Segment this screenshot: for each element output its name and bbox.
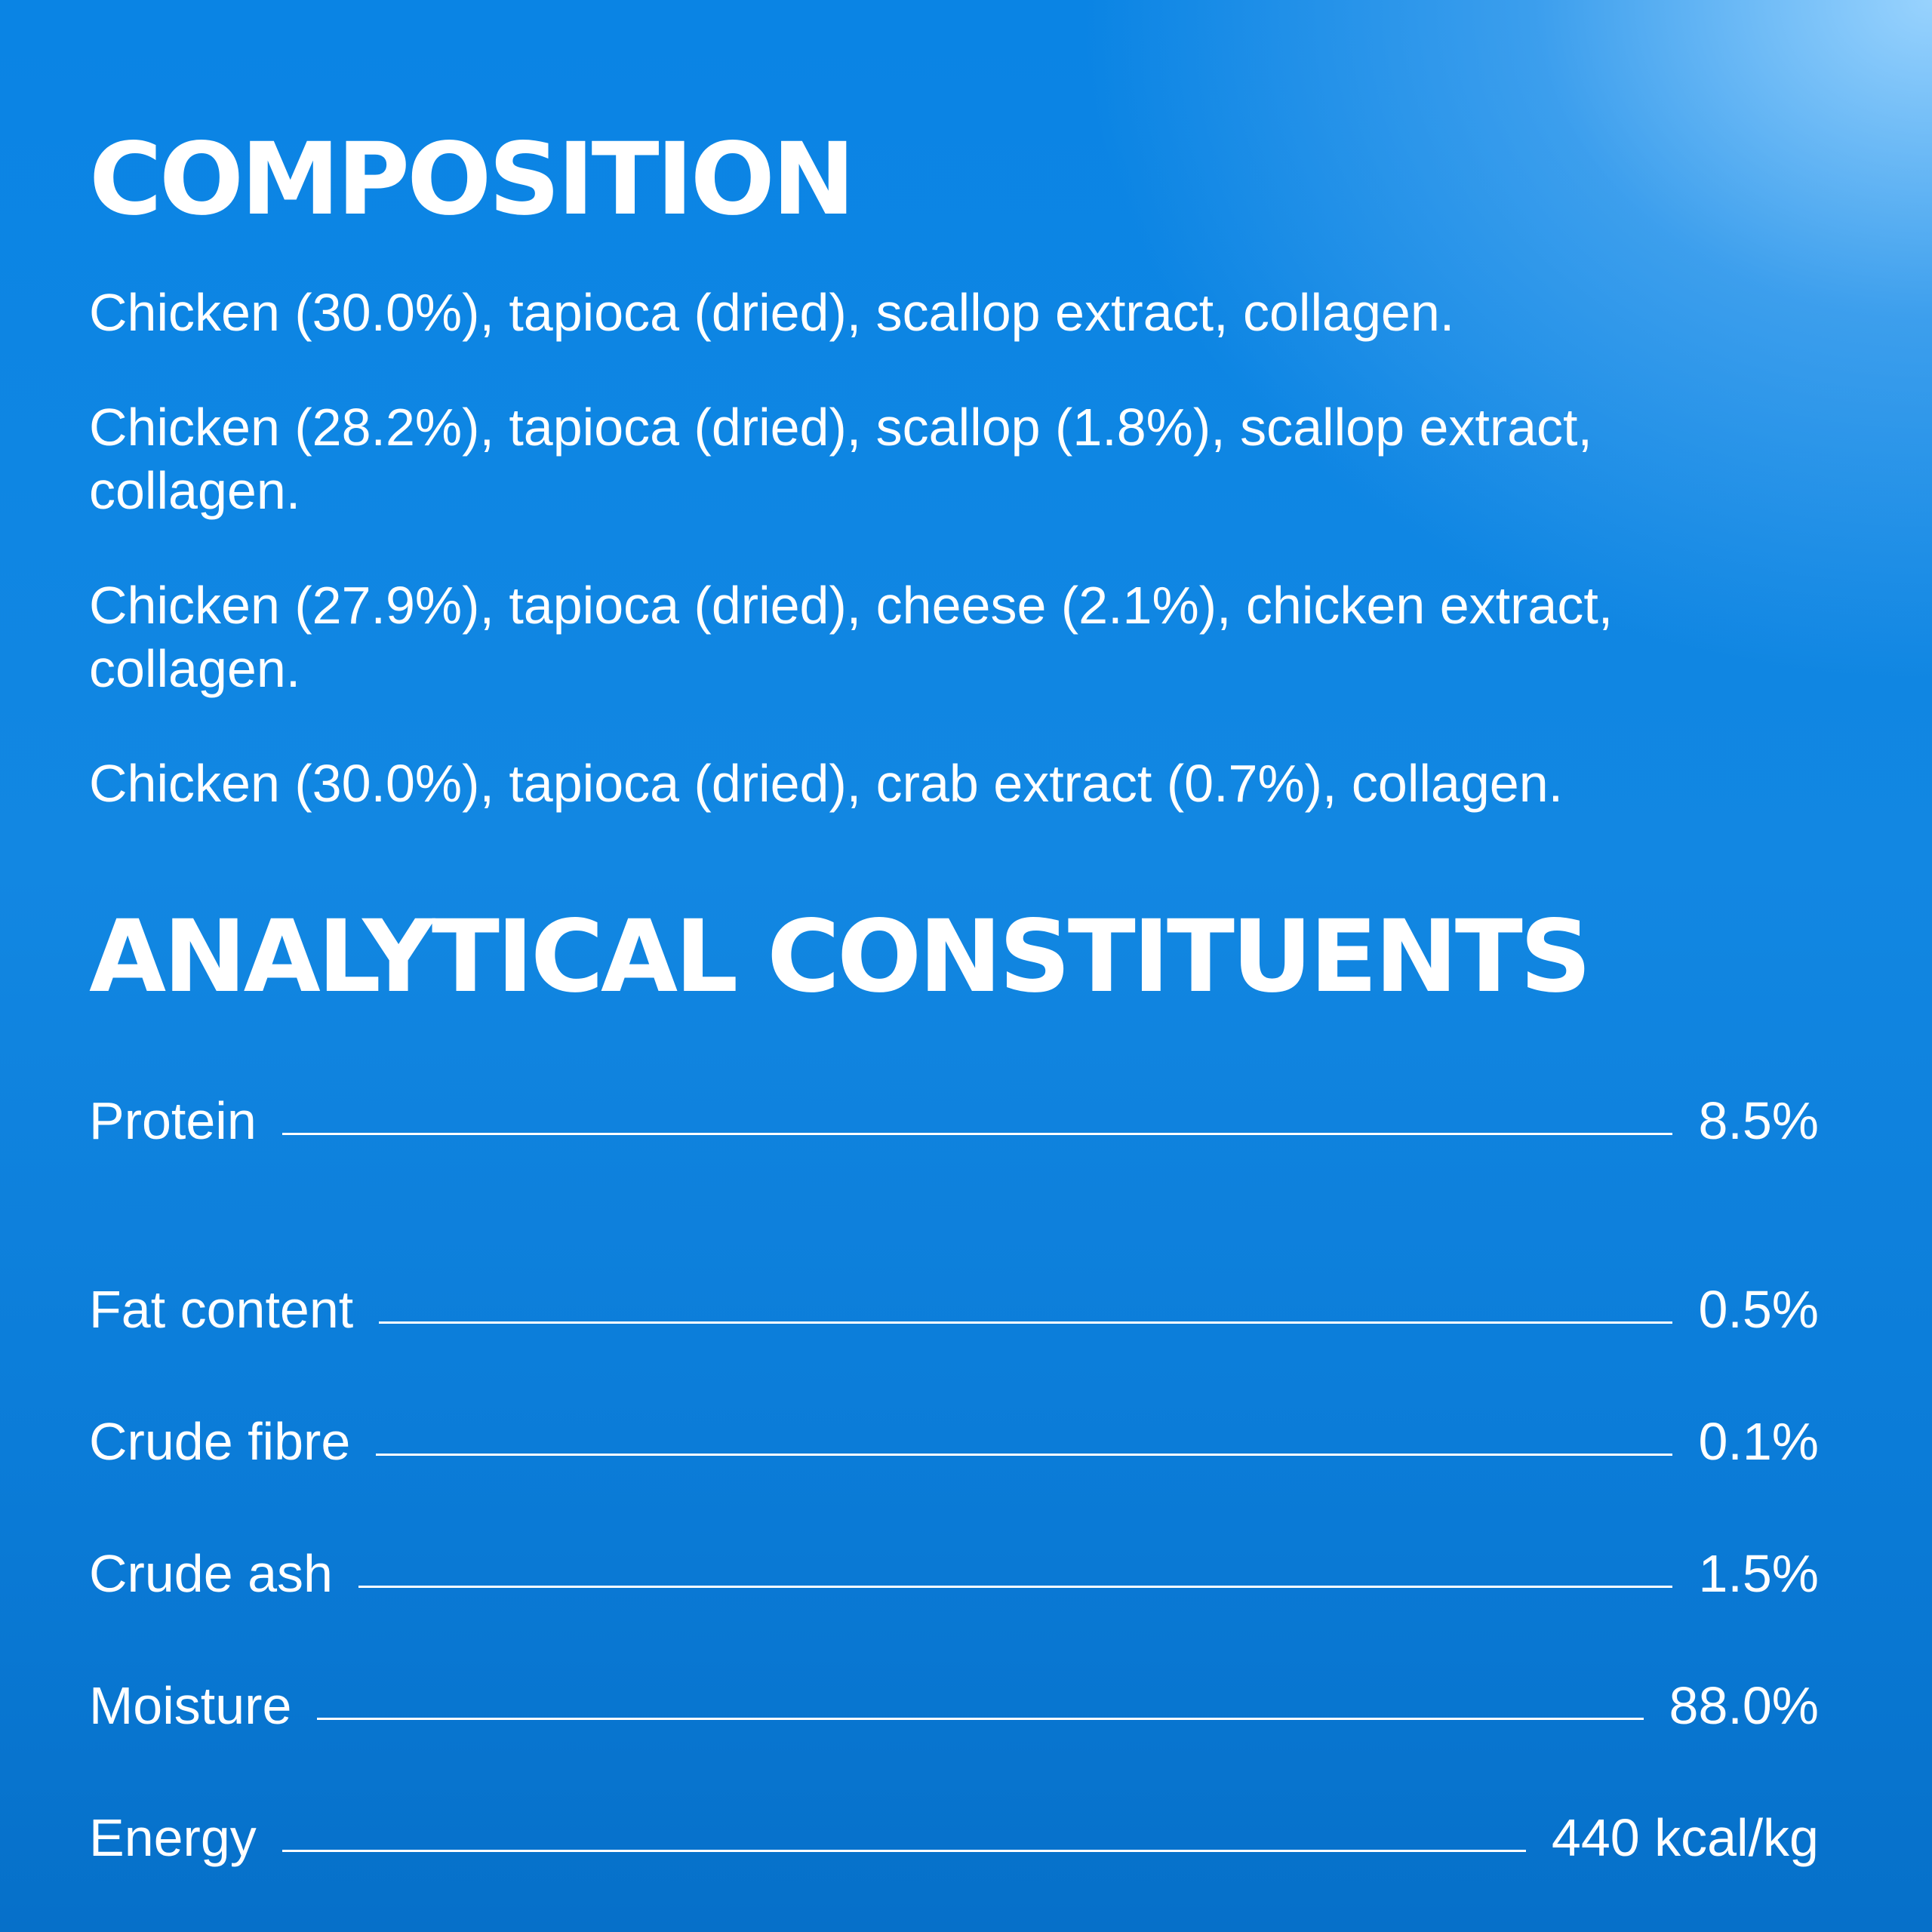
constituent-value: 440 kcal/kg — [1551, 1808, 1819, 1867]
constituent-value: 1.5% — [1698, 1544, 1819, 1603]
constituent-label: Fat content — [89, 1280, 354, 1339]
leader-line — [281, 1133, 1673, 1135]
constituent-row-protein: Protein 8.5% — [89, 1079, 1819, 1155]
constituent-value: 0.1% — [1698, 1412, 1819, 1471]
constituent-row-fat-content: Fat content 0.5% — [89, 1211, 1819, 1343]
composition-list: Chicken (30.0%), tapioca (dried), scallo… — [89, 281, 1780, 866]
constituent-label: Crude fibre — [89, 1412, 351, 1471]
composition-item-1: Chicken (30.0%), tapioca (dried), scallo… — [89, 283, 1455, 342]
constituent-row-energy: Energy 440 kcal/kg — [89, 1740, 1819, 1872]
constituent-value: 0.5% — [1698, 1280, 1819, 1339]
constituent-row-crude-ash: Crude ash 1.5% — [89, 1475, 1819, 1607]
leader-line — [379, 1321, 1673, 1324]
leader-line — [358, 1586, 1673, 1588]
leader-line — [281, 1850, 1526, 1852]
composition-item-2: Chicken (28.2%), tapioca (dried), scallo… — [89, 398, 1592, 520]
composition-heading: COMPOSITION — [89, 122, 855, 238]
constituent-value: 88.0% — [1669, 1676, 1819, 1735]
leader-line — [376, 1454, 1673, 1456]
constituent-label: Crude ash — [89, 1544, 333, 1603]
leader-line — [317, 1718, 1644, 1720]
constituent-row-crude-fibre: Crude fibre 0.1% — [89, 1343, 1819, 1475]
analytical-constituents-table: Protein 8.5% Fat content 0.5% Crude fibr… — [89, 1079, 1819, 1872]
constituent-label: Protein — [89, 1091, 257, 1150]
analytical-constituents-heading: ANALYTICAL CONSTITUENTS — [89, 899, 1592, 1015]
constituent-label: Energy — [89, 1808, 257, 1867]
nutrition-panel: COMPOSITION Chicken (30.0%), tapioca (dr… — [89, 0, 1819, 1932]
constituent-label: Moisture — [89, 1676, 292, 1735]
constituent-row-moisture: Moisture 88.0% — [89, 1607, 1819, 1740]
composition-item-4: Chicken (30.0%), tapioca (dried), crab e… — [89, 754, 1564, 813]
constituent-value: 8.5% — [1698, 1091, 1819, 1150]
composition-item-3: Chicken (27.9%), tapioca (dried), cheese… — [89, 576, 1614, 698]
